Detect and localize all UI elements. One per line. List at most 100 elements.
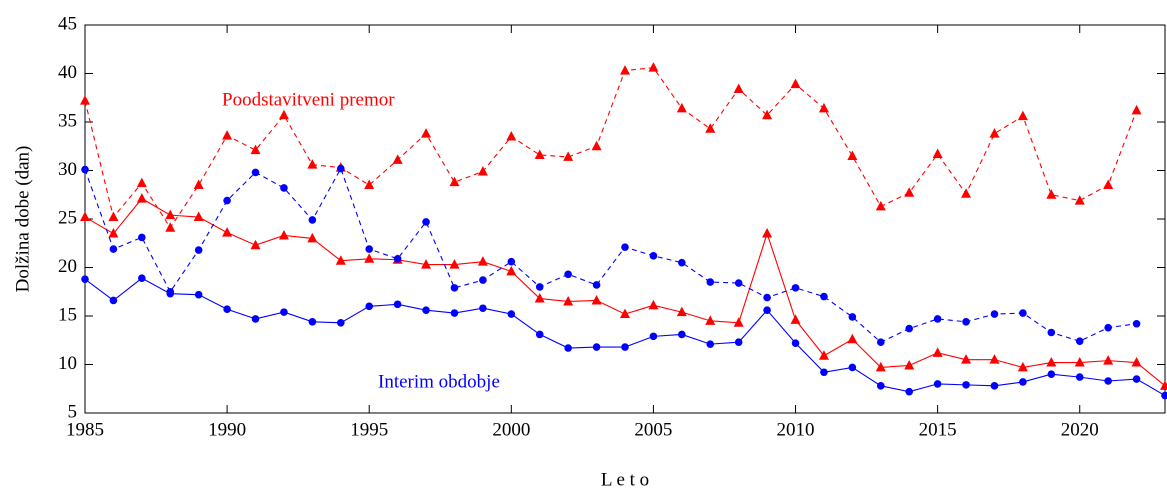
marker (905, 387, 914, 396)
marker (676, 102, 687, 113)
marker (136, 193, 147, 203)
marker (450, 309, 459, 317)
marker (422, 306, 430, 314)
marker (138, 233, 146, 242)
marker (621, 243, 629, 251)
marker (1047, 370, 1056, 379)
marker (990, 382, 999, 390)
marker (193, 211, 204, 222)
series-line (84, 167, 1137, 343)
marker (421, 128, 432, 138)
marker (479, 304, 487, 313)
marker (166, 289, 175, 298)
marker (364, 179, 375, 190)
marker (620, 65, 630, 75)
marker (1017, 361, 1028, 372)
marker (876, 382, 885, 390)
marker (1047, 328, 1056, 337)
x-tick-label: 2000 (492, 419, 530, 440)
marker (251, 315, 260, 323)
marker (535, 330, 544, 339)
marker (364, 253, 375, 263)
marker (904, 187, 915, 197)
marker (422, 218, 430, 226)
marker (534, 149, 545, 159)
marker (194, 290, 203, 299)
marker (108, 211, 119, 222)
marker (734, 279, 743, 287)
y-tick-label: 5 (68, 401, 78, 422)
marker (734, 338, 743, 346)
marker (1046, 357, 1057, 367)
marker (820, 292, 828, 301)
x-axis-label: L e t o (601, 469, 649, 490)
marker (564, 344, 572, 352)
marker (336, 164, 345, 173)
marker (506, 131, 517, 141)
marker (251, 168, 260, 177)
marker (222, 130, 233, 140)
marker (307, 159, 318, 169)
marker (875, 200, 886, 211)
marker (648, 62, 659, 72)
marker (479, 276, 487, 284)
marker (421, 259, 432, 269)
marker (705, 123, 716, 133)
marker (706, 278, 715, 286)
marker (80, 95, 90, 105)
marker (563, 295, 574, 306)
marker (1131, 357, 1142, 367)
marker (648, 299, 659, 310)
marker (449, 176, 460, 187)
series-line (84, 197, 1166, 387)
marker (109, 245, 118, 253)
marker (1019, 309, 1027, 317)
marker (962, 318, 970, 326)
marker (1074, 357, 1085, 367)
marker (904, 359, 915, 370)
marker (620, 308, 630, 319)
marker (847, 150, 858, 160)
marker (535, 283, 544, 291)
marker (1046, 189, 1057, 199)
x-tick-label: 1995 (350, 419, 388, 440)
marker (365, 245, 374, 253)
marker (336, 318, 345, 327)
marker (194, 246, 203, 254)
marker (108, 228, 119, 238)
annotation: Poodstavitveni premor (222, 89, 395, 110)
marker (308, 318, 317, 326)
marker (790, 78, 801, 89)
marker (308, 216, 317, 224)
marker (733, 83, 744, 94)
marker (278, 229, 289, 240)
marker (1161, 391, 1167, 400)
y-axis-label: Dolžina dobe (dan) (12, 146, 33, 293)
x-tick-label: 1990 (208, 419, 246, 440)
marker (81, 165, 89, 174)
marker (1160, 380, 1167, 390)
marker (393, 254, 402, 263)
marker (678, 258, 686, 267)
marker (392, 154, 403, 164)
marker (762, 109, 773, 120)
marker (564, 270, 572, 279)
marker (1019, 378, 1027, 386)
marker (678, 330, 686, 339)
marker (1075, 373, 1084, 381)
marker (847, 333, 858, 344)
y-tick-label: 25 (58, 207, 77, 228)
marker (138, 274, 146, 282)
marker (223, 196, 231, 205)
marker (222, 227, 233, 237)
marker (649, 332, 658, 341)
marker (1074, 195, 1085, 205)
marker (818, 350, 829, 360)
marker (165, 222, 176, 232)
marker (962, 381, 970, 389)
marker (621, 343, 629, 351)
marker (762, 228, 773, 238)
marker (335, 255, 346, 265)
marker (818, 102, 829, 113)
